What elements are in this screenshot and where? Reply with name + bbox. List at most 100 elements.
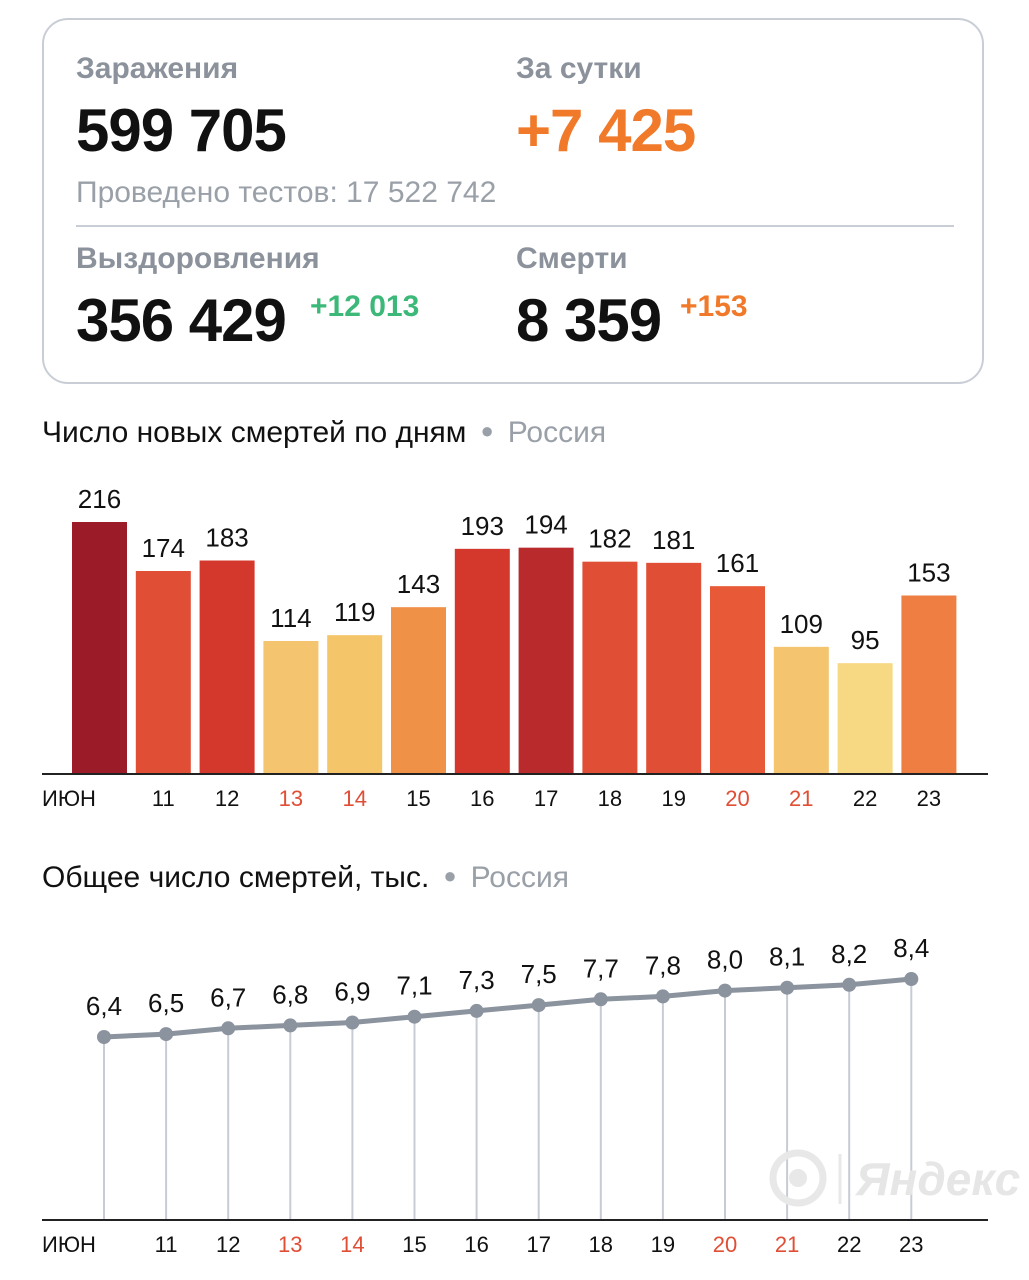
bar-value-label: 181 [652, 525, 695, 555]
x-tick-label: 14 [340, 1232, 364, 1257]
data-point [655, 989, 670, 1004]
x-tick-label: 17 [534, 786, 558, 811]
bar-value-label: 161 [716, 548, 759, 578]
x-tick-label: 13 [278, 1232, 302, 1257]
recoveries-label: Выздоровления [76, 242, 320, 275]
deaths-value: 8 359 [516, 287, 662, 354]
bar-value-label: 174 [142, 533, 185, 563]
bar-value-label: 216 [78, 484, 121, 514]
bar-23 [901, 595, 957, 774]
recoveries-delta: +12 013 [310, 290, 420, 323]
bar-value-label: 183 [205, 523, 248, 553]
point-value-label: 8,4 [893, 933, 929, 963]
infections-label: Заражения [76, 52, 239, 85]
bar-value-label: 95 [851, 625, 880, 655]
daily-label: За сутки [516, 52, 642, 85]
bar-chart-region: Россия [507, 416, 607, 449]
point-value-label: 6,7 [210, 982, 246, 1012]
x-tick-label: 21 [775, 1232, 799, 1257]
x-tick-label: 23 [899, 1232, 923, 1257]
data-point [221, 1021, 236, 1036]
data-point [593, 992, 608, 1007]
bar-14 [327, 635, 383, 774]
x-tick-label: 20 [713, 1232, 737, 1257]
data-point [159, 1027, 174, 1042]
yandex-logo-icon [769, 1149, 842, 1207]
x-tick-label: ИЮН [42, 786, 96, 811]
point-value-label: 7,8 [645, 950, 681, 980]
line-chart-region: Россия [470, 861, 569, 894]
x-tick-label: 18 [589, 1232, 613, 1257]
data-point [842, 977, 857, 992]
bar-16 [454, 548, 510, 774]
point-value-label: 6,8 [272, 979, 308, 1009]
point-value-label: 7,1 [396, 971, 432, 1001]
bar-17 [518, 547, 574, 774]
point-value-label: 7,5 [521, 959, 557, 989]
summary-card: Заражения 599 705 За сутки +7 425 Провед… [42, 18, 984, 384]
daily-value: +7 425 [516, 97, 696, 164]
point-value-label: 8,0 [707, 945, 743, 975]
bar-value-label: 153 [907, 558, 950, 588]
point-value-label: 7,7 [583, 953, 619, 983]
point-value-label: 6,9 [334, 977, 370, 1007]
infections-value: 599 705 [76, 97, 287, 164]
data-point [780, 980, 795, 995]
data-point [97, 1030, 111, 1044]
recoveries-value: 356 429 [76, 287, 287, 354]
x-tick-label: 11 [155, 1232, 178, 1257]
data-point [469, 1003, 484, 1018]
bar-chart-title-row: Число новых смертей по дням ● Россия [42, 416, 606, 450]
bar-18 [582, 561, 638, 774]
yandex-watermark: Яндекс [769, 1148, 1020, 1217]
x-tick-label: 13 [279, 786, 303, 811]
point-value-label: 8,1 [769, 942, 805, 972]
bar-20 [710, 586, 765, 774]
x-tick-label: 23 [917, 786, 941, 811]
bar-13 [263, 641, 319, 774]
x-tick-label: 17 [526, 1232, 550, 1257]
separator-dot: ● [480, 418, 494, 443]
x-tick-label: 16 [470, 786, 494, 811]
x-tick-label: 22 [853, 786, 877, 811]
data-point [904, 972, 919, 986]
watermark-text: Яндекс [856, 1153, 1021, 1205]
x-tick-label: 12 [216, 1232, 240, 1257]
bar-12 [199, 560, 255, 774]
bar-ИЮН [72, 522, 127, 774]
x-tick-label: 22 [837, 1232, 861, 1257]
x-tick-label: 21 [789, 786, 813, 811]
point-value-label: 6,4 [86, 991, 122, 1021]
bar-19 [646, 562, 702, 774]
x-tick-label: 12 [215, 786, 239, 811]
bar-15 [391, 607, 446, 774]
data-point [283, 1018, 298, 1033]
separator-dot: ● [443, 863, 457, 888]
x-tick-label: 18 [598, 786, 622, 811]
point-value-label: 8,2 [831, 939, 867, 969]
data-point [407, 1009, 422, 1024]
bar-value-label: 114 [270, 603, 311, 633]
deaths-label: Смерти [516, 242, 628, 275]
data-point [718, 983, 732, 998]
bar-chart-title: Число новых смертей по дням [42, 416, 467, 449]
tests-count: Проведено тестов: 17 522 742 [76, 176, 497, 209]
bar-value-label: 182 [588, 524, 631, 554]
x-tick-label: 15 [406, 786, 430, 811]
point-value-label: 7,3 [459, 965, 495, 995]
data-point [345, 1015, 360, 1030]
x-tick-label: 16 [464, 1232, 488, 1257]
x-tick-label: ИЮН [42, 1232, 96, 1257]
bar-22 [837, 663, 893, 774]
x-tick-label: 11 [152, 786, 175, 811]
series-line [101, 976, 914, 1040]
deaths-delta: +153 [680, 290, 748, 323]
x-tick-label: 19 [651, 1232, 675, 1257]
x-tick-label: 14 [342, 786, 366, 811]
bar-value-label: 143 [397, 569, 440, 599]
bar-value-label: 194 [524, 510, 567, 540]
x-tick-label: 20 [725, 786, 749, 811]
card-divider [76, 225, 954, 227]
